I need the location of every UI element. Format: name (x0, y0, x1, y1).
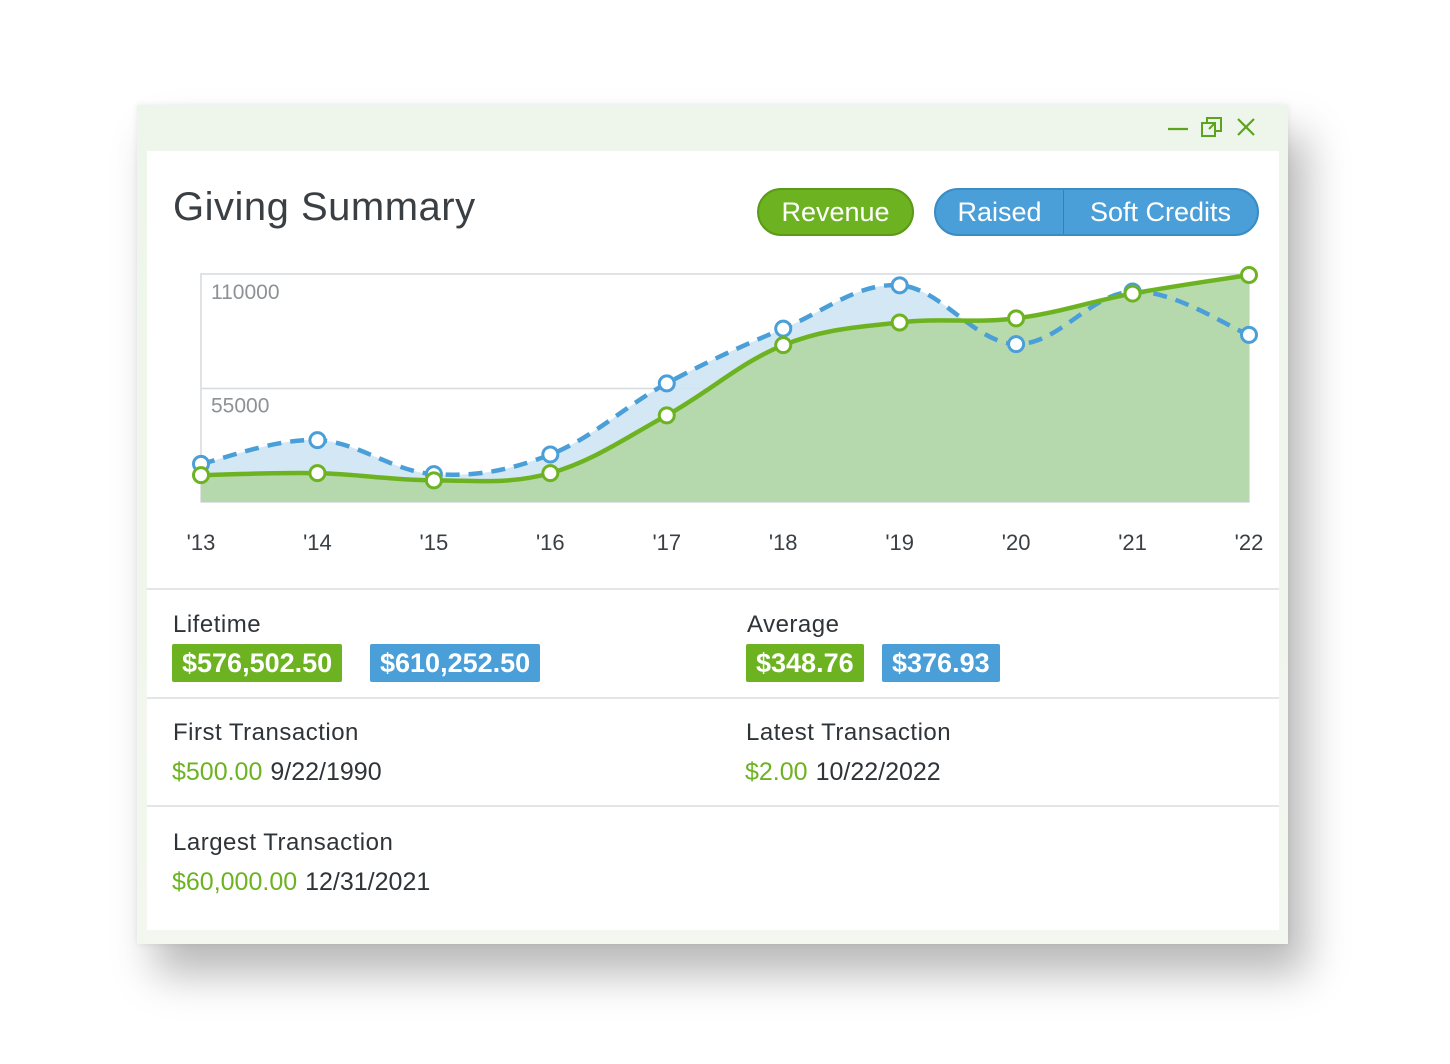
largest-transaction-date: 12/31/2021 (305, 868, 431, 896)
latest-transaction-value: $2.00 10/22/2022 (745, 758, 941, 787)
x-tick-label: '15 (420, 530, 449, 555)
revenue-point (541, 464, 560, 483)
raised-point (1240, 325, 1258, 344)
average-raised-badge: $376.93 (882, 644, 1000, 682)
divider (147, 588, 1279, 590)
summary-panel: Giving Summary Revenue Raised Soft Credi… (147, 151, 1279, 930)
latest-transaction-label: Latest Transaction (746, 719, 952, 746)
raised-point (890, 276, 909, 295)
giving-area-chart: 110000 55000 '13 '14 '15 '16 '17 '18 '19 '20 '21 '2… (187, 266, 1264, 555)
raised-toggle-button[interactable]: Raised (936, 190, 1064, 234)
latest-transaction-amount: $2.00 (745, 758, 808, 786)
average-label: Average (747, 611, 840, 638)
revenue-area (201, 275, 1249, 502)
first-transaction-label: First Transaction (173, 719, 359, 746)
raised-line (200, 282, 1250, 477)
largest-transaction-label: Largest Transaction (173, 829, 394, 856)
minimize-icon[interactable] (1166, 115, 1190, 139)
revenue-line (200, 272, 1250, 484)
x-tick-label: '13 (187, 530, 216, 555)
raised-point (1007, 335, 1026, 354)
lifetime-label: Lifetime (173, 611, 262, 638)
raised-soft-credits-toggle: Raised Soft Credits (934, 188, 1259, 236)
x-tick-label: '17 (652, 530, 681, 555)
first-transaction-date: 9/22/1990 (270, 758, 382, 786)
largest-transaction-value: $60,000.00 12/31/2021 (172, 868, 430, 897)
raised-point (657, 374, 676, 393)
revenue-toggle-button[interactable]: Revenue (757, 188, 914, 236)
y-tick-label: 55000 (211, 395, 269, 418)
revenue-point (424, 471, 443, 490)
x-tick-label: '22 (1235, 530, 1264, 555)
raised-point (308, 431, 327, 450)
x-tick-label: '16 (536, 530, 565, 555)
first-transaction-amount: $500.00 (172, 758, 263, 786)
x-tick-label: '18 (769, 530, 798, 555)
lifetime-revenue-badge: $576,502.50 (172, 644, 343, 682)
x-tick-label: '21 (1118, 530, 1147, 555)
raised-point (774, 319, 793, 338)
close-icon[interactable] (1234, 115, 1258, 139)
revenue-point (657, 406, 676, 425)
soft-credits-toggle-button[interactable]: Soft Credits (1089, 196, 1232, 227)
revenue-point (308, 464, 327, 483)
restore-icon[interactable] (1200, 115, 1224, 139)
revenue-point (192, 466, 210, 485)
revenue-point (1240, 266, 1258, 284)
first-transaction-value: $500.00 9/22/1990 (172, 758, 382, 787)
x-tick-label: '14 (303, 530, 332, 555)
x-tick-label: '19 (885, 530, 914, 555)
divider (147, 697, 1279, 699)
average-revenue-badge: $348.76 (746, 644, 864, 682)
divider (147, 805, 1279, 807)
lifetime-raised-badge: $610,252.50 (370, 644, 541, 682)
x-tick-label: '20 (1002, 530, 1031, 555)
giving-summary-window: Giving Summary Revenue Raised Soft Credi… (137, 105, 1288, 944)
page-title: Giving Summary (173, 185, 476, 229)
revenue-point (890, 313, 909, 332)
revenue-point (1123, 284, 1142, 303)
largest-transaction-amount: $60,000.00 (172, 868, 298, 896)
y-tick-label: 110000 (211, 281, 280, 304)
revenue-point (774, 336, 793, 355)
raised-point (541, 445, 560, 464)
window-controls (1166, 115, 1258, 139)
revenue-point (1007, 309, 1026, 328)
latest-transaction-date: 10/22/2022 (815, 758, 941, 786)
